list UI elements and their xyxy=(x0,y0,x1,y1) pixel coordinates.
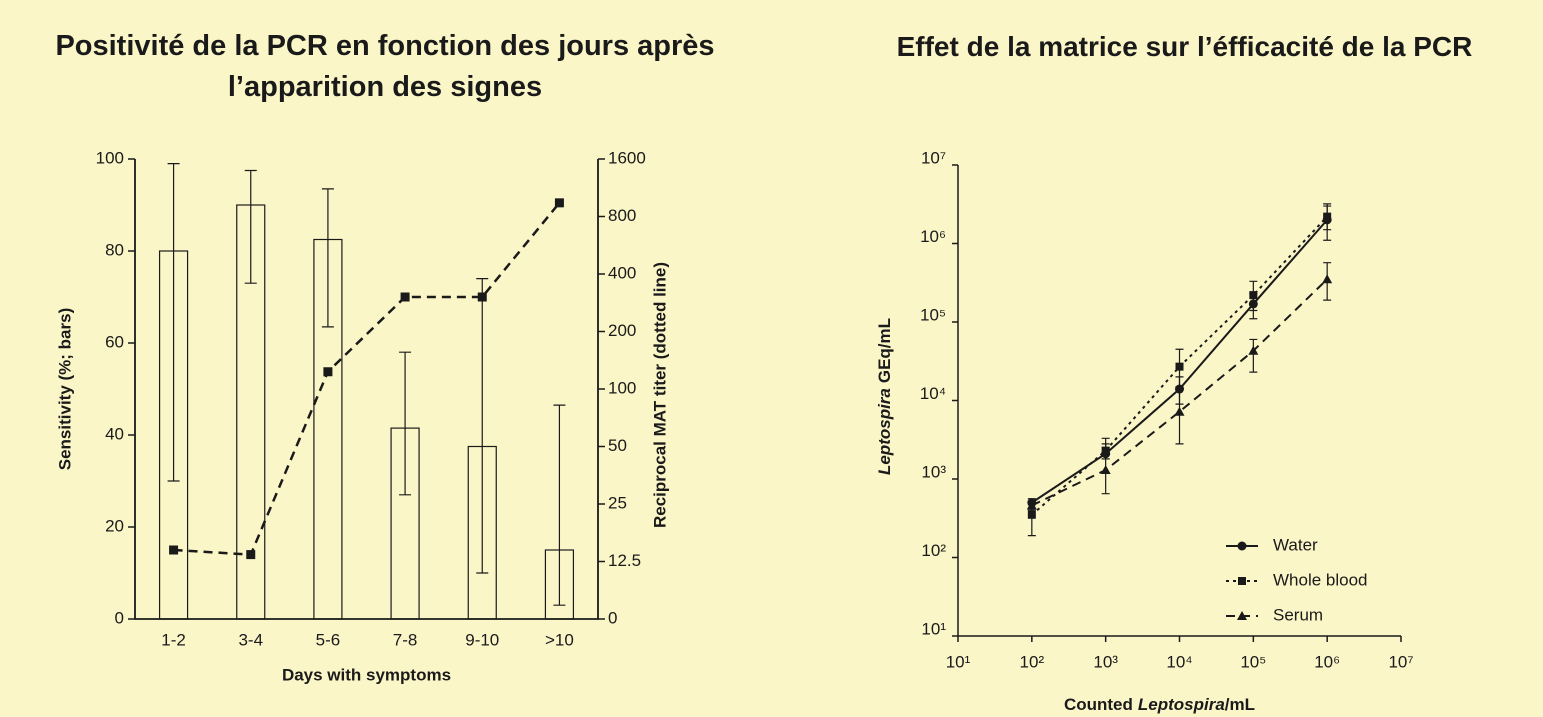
legend-label: Whole blood xyxy=(1273,570,1368,589)
x-tick-label: 10³ xyxy=(1093,652,1118,671)
y-tick-label: 10⁶ xyxy=(920,227,946,246)
error-bar xyxy=(321,188,334,328)
x-tick-label: 7-8 xyxy=(393,630,418,649)
y2-tick-label: 1600 xyxy=(608,148,646,167)
axis-label-part: Counted xyxy=(1064,695,1133,714)
x-tick-label: 10⁴ xyxy=(1166,652,1192,671)
y-tick-label: 10⁵ xyxy=(920,305,946,324)
marker xyxy=(169,545,179,555)
y2-tick-label: 0 xyxy=(608,608,617,627)
y2-axis-label: Reciprocal MAT titer (dotted line) xyxy=(650,262,669,528)
x-tick-label: 10⁶ xyxy=(1314,652,1340,671)
error-bar xyxy=(244,169,257,284)
marker xyxy=(1100,465,1111,475)
axis-label-part: Leptospira xyxy=(875,388,894,475)
x-tick-label: >10 xyxy=(545,630,574,649)
marker xyxy=(477,292,487,302)
axis-label: Counted Leptospira/mL xyxy=(1064,695,1255,714)
y-tick-label: 0 xyxy=(115,608,124,627)
y-tick-label: 60 xyxy=(105,332,124,351)
y2-tick-label: 50 xyxy=(608,436,627,455)
y-tick-label: 80 xyxy=(105,240,124,259)
marker xyxy=(323,367,333,377)
legend-label: Serum xyxy=(1273,605,1323,624)
y-tick-label: 10³ xyxy=(921,462,946,481)
y2-tick-label: 400 xyxy=(608,263,636,282)
y2-tick-label: 100 xyxy=(608,378,636,397)
marker xyxy=(1249,291,1258,300)
x-tick-label: 5-6 xyxy=(316,630,341,649)
marker xyxy=(1322,274,1333,284)
marker xyxy=(1026,500,1037,510)
line xyxy=(1031,215,1328,516)
marker xyxy=(1027,510,1036,519)
error-bar xyxy=(167,163,180,482)
axis-label-part: Leptospira xyxy=(1138,695,1225,714)
axis-label: Leptospira GEq/mL xyxy=(875,318,894,475)
x-axis-label: Days with symptoms xyxy=(282,665,451,684)
y2-tick-label: 800 xyxy=(608,206,636,225)
axis-label-part: /mL xyxy=(1225,695,1255,714)
x-tick-label: 10⁵ xyxy=(1240,652,1266,671)
error-bar xyxy=(399,351,412,496)
y-tick-label: 100 xyxy=(96,148,124,167)
legend-label: Water xyxy=(1273,535,1318,554)
line xyxy=(173,202,561,556)
y-tick-label: 10¹ xyxy=(921,619,946,638)
y-axis-label: Sensitivity (%; bars) xyxy=(55,308,74,471)
marker xyxy=(1175,362,1184,371)
y-tick-label: 10² xyxy=(921,541,946,560)
y-tick-label: 10⁷ xyxy=(921,148,946,167)
marker xyxy=(1248,345,1259,355)
marker xyxy=(1174,406,1185,416)
marker xyxy=(246,550,256,560)
marker xyxy=(400,292,410,302)
x-tick-label: 10¹ xyxy=(946,652,971,671)
x-tick-label: 3-4 xyxy=(238,630,263,649)
axis-label-part: GEq/mL xyxy=(875,318,894,383)
marker xyxy=(1323,212,1332,221)
marker xyxy=(554,198,564,208)
chart-title: Effet de la matrice sur l’éfficacité de … xyxy=(896,31,1473,62)
x-tick-label: 1-2 xyxy=(161,630,186,649)
x-tick-label: 9-10 xyxy=(465,630,499,649)
legend-marker xyxy=(1237,541,1247,551)
y2-tick-label: 200 xyxy=(608,321,636,340)
legend-marker xyxy=(1237,611,1247,620)
y-tick-label: 10⁴ xyxy=(920,384,946,403)
line xyxy=(1031,278,1328,507)
x-tick-label: 10² xyxy=(1020,652,1045,671)
legend-marker xyxy=(1238,577,1246,585)
error-bar xyxy=(476,278,489,574)
y-tick-label: 20 xyxy=(105,516,124,535)
x-tick-label: 10⁷ xyxy=(1388,652,1413,671)
y2-tick-label: 12.5 xyxy=(608,551,641,570)
error-bar xyxy=(553,404,566,606)
y2-tick-label: 25 xyxy=(608,493,627,512)
error-bar xyxy=(1249,338,1258,373)
axis-line xyxy=(134,159,599,620)
y-tick-label: 40 xyxy=(105,424,124,443)
chart-title: Positivité de la PCR en fonction des jou… xyxy=(55,30,715,103)
